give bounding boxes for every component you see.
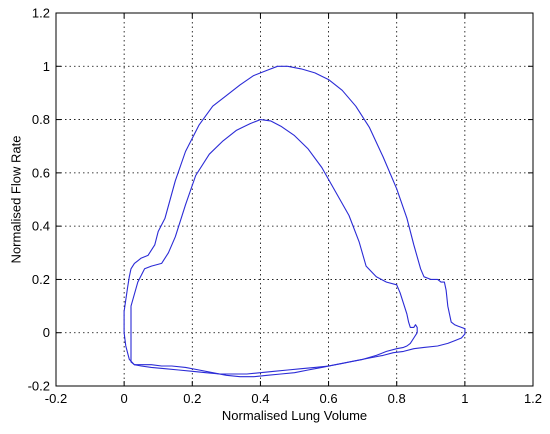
x-tick-label: 0.4 <box>251 391 269 406</box>
series-line-1 <box>123 65 466 375</box>
y-tick-label: 0.4 <box>32 219 50 234</box>
y-tick-label: 0.2 <box>32 272 50 287</box>
series-line-2 <box>130 119 418 378</box>
x-tick-label: -0.2 <box>45 391 67 406</box>
x-tick-label: 1.2 <box>524 391 542 406</box>
series-layer <box>123 65 466 378</box>
x-tick-label: 0.8 <box>388 391 406 406</box>
y-tick-label: 1 <box>43 59 50 74</box>
y-tick-label: 0 <box>43 325 50 340</box>
x-tick-label: 0.6 <box>320 391 338 406</box>
y-tick-label: 0.6 <box>32 165 50 180</box>
x-axis-label: Normalised Lung Volume <box>222 408 367 423</box>
y-tick-label: -0.2 <box>28 379 50 394</box>
tick-layer <box>55 12 534 387</box>
x-tick-label: 1 <box>461 391 468 406</box>
x-tick-label: 0 <box>121 391 128 406</box>
x-tick-label: 0.2 <box>183 391 201 406</box>
y-axis-label: Normalised Flow Rate <box>9 136 24 264</box>
y-tick-label: 0.8 <box>32 112 50 127</box>
grid-layer <box>56 13 533 386</box>
tick-label-layer: -0.2 0 0.2 0.4 0.6 0.8 1 1.2 -0.2 0 0.2 0.4 0.6 0.8 1 1… <box>28 6 542 407</box>
y-tick-label: 1.2 <box>32 6 50 21</box>
plot-frame <box>55 12 534 387</box>
